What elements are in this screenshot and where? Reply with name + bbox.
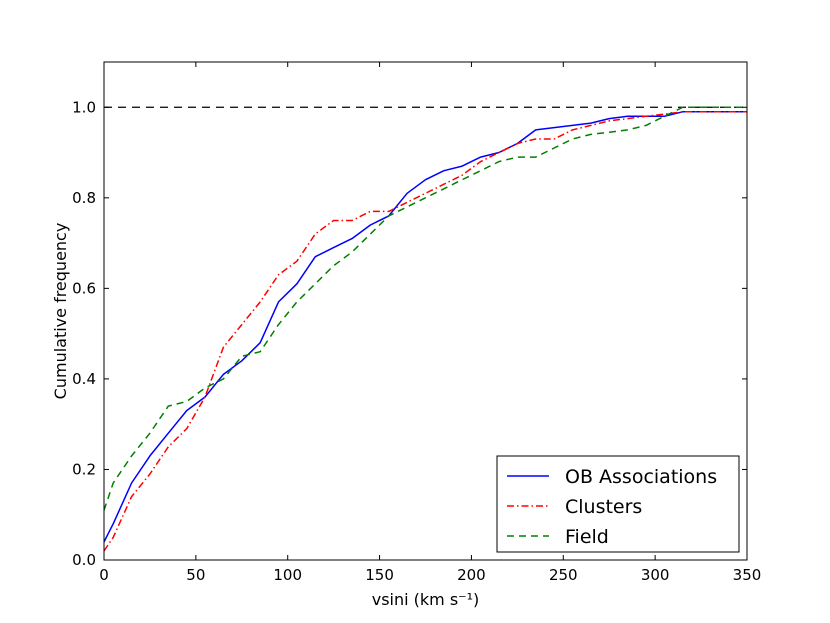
y-tick-label: 0.4 (72, 370, 96, 388)
axes: 0 50 100 150 200 250 300 350 0.0 0.2 0.4 0.6 0.8 1.0 (72, 61, 762, 584)
x-tick-label: 100 (273, 566, 302, 584)
y-tick-label: 0.6 (72, 279, 96, 297)
y-axis-label: Cumulative frequency (51, 223, 70, 400)
x-tick-label: 250 (549, 566, 578, 584)
plot-area (104, 106, 747, 552)
x-tick-label: 50 (186, 566, 205, 584)
legend-label: Clusters (565, 496, 642, 518)
x-tick-label: 0 (99, 566, 109, 584)
legend-label: Field (565, 526, 609, 548)
series-line-field (104, 106, 747, 511)
series-line-clusters (104, 111, 747, 552)
x-tick-label: 200 (457, 566, 486, 584)
y-tick-label: 0.8 (72, 189, 96, 207)
legend-box (496, 455, 740, 553)
plot-frame (103, 61, 748, 561)
series-line-ob-associations (104, 111, 747, 543)
x-tick-label: 300 (641, 566, 670, 584)
x-axis-label: vsini (km s⁻¹) (372, 590, 480, 609)
x-tick-label: 150 (365, 566, 394, 584)
y-tick-label: 1.0 (72, 98, 96, 116)
y-tick-label: 0.2 (72, 460, 96, 478)
legend: OB Associations Clusters Field (496, 455, 740, 553)
x-tick-label: 350 (733, 566, 762, 584)
legend-label: OB Associations (565, 466, 717, 488)
y-tick-label: 0.0 (72, 551, 96, 569)
